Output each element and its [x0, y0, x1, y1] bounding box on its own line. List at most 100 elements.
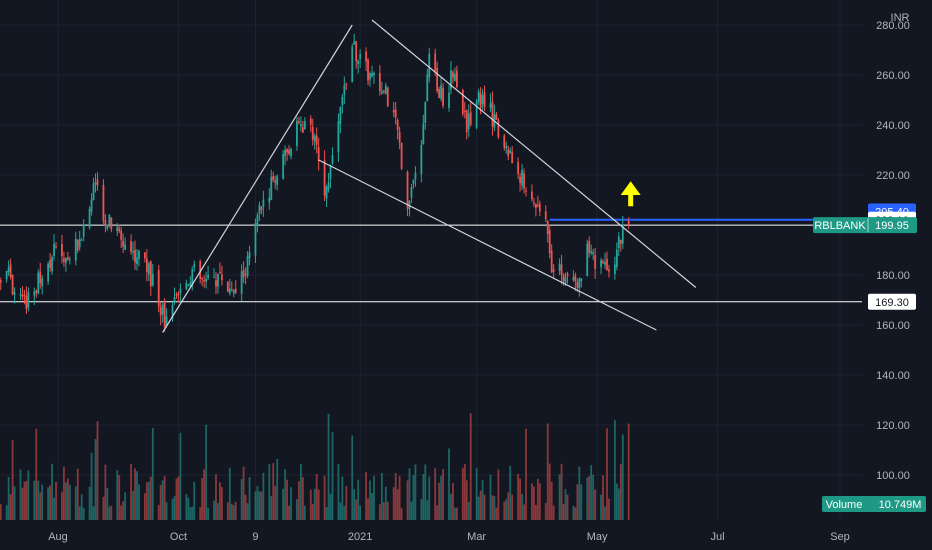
volume-bar	[61, 491, 63, 520]
candle-body	[179, 288, 182, 294]
candle-body	[406, 171, 409, 209]
y-axis-tick-label: 160.00	[876, 320, 910, 332]
candle-body	[531, 191, 533, 200]
volume-bar	[173, 496, 176, 520]
candle-body	[574, 275, 577, 282]
volume-badge-bg	[822, 496, 926, 512]
x-axis-tick-label: Mar	[467, 531, 486, 543]
candle-body	[90, 199, 93, 212]
volume-bar	[37, 480, 40, 520]
volume-bar	[511, 494, 514, 520]
volume-bar	[608, 498, 610, 520]
volume-bar	[357, 479, 360, 520]
volume-bar	[483, 494, 486, 520]
x-axis-tick-label: 2021	[348, 531, 372, 543]
currency-label[interactable]: INR	[891, 12, 910, 24]
price-tag-bg	[868, 293, 916, 310]
candle-body	[412, 179, 415, 185]
candle-body	[171, 305, 174, 319]
candle-body	[254, 223, 257, 256]
candle-body	[351, 46, 354, 83]
candle-body	[489, 103, 492, 109]
volume-bar	[96, 421, 99, 520]
candle-body	[479, 93, 482, 108]
candle-body	[27, 291, 30, 308]
volume-bar	[256, 486, 259, 520]
candle-body	[299, 124, 302, 127]
candle-body	[442, 88, 444, 106]
candle-body	[21, 294, 24, 297]
volume-bar	[392, 487, 395, 520]
candle-body	[19, 293, 22, 296]
candle-body	[436, 67, 439, 92]
volume-bar	[177, 476, 180, 520]
volume-bar	[406, 480, 409, 520]
candle-body	[621, 224, 624, 244]
candle-body	[221, 274, 223, 281]
volume-bar	[382, 502, 385, 520]
candle-body	[94, 182, 97, 185]
volume-bar	[51, 463, 53, 520]
candle-body	[47, 263, 50, 282]
volume-bar	[228, 467, 231, 520]
candle-body	[367, 59, 369, 81]
volume-bar	[436, 505, 439, 520]
candle-body	[602, 261, 604, 264]
volume-bar	[132, 490, 134, 520]
x-axis-tick-label: 9	[252, 531, 258, 543]
volume-bar	[120, 505, 123, 520]
candle-body	[242, 270, 245, 278]
candle-body	[88, 208, 91, 228]
volume-bar	[615, 483, 618, 520]
volume-bar	[217, 503, 219, 520]
volume-bar	[122, 501, 125, 520]
candle-body	[284, 149, 286, 157]
volume-bar	[493, 496, 496, 520]
volume-bar	[343, 506, 346, 520]
candle-body	[384, 85, 387, 94]
candle-body	[120, 230, 123, 240]
candle-body	[0, 280, 2, 283]
volume-bar	[27, 470, 30, 520]
volume-bar	[481, 479, 484, 520]
candle-body	[262, 199, 265, 208]
volume-bar	[566, 494, 569, 520]
horizontal-levels	[0, 218, 862, 303]
volume-bar	[219, 482, 221, 520]
candle-body	[240, 271, 243, 294]
candle-body	[76, 240, 79, 250]
volume-bar	[193, 481, 196, 520]
volume-bar	[276, 458, 279, 520]
volume-bar	[258, 491, 261, 520]
volume-bar	[469, 413, 472, 520]
volume-bar	[260, 491, 263, 520]
volume-bar	[378, 504, 381, 520]
trendline	[371, 19, 697, 288]
candle-body	[627, 220, 630, 226]
candle-body	[118, 228, 121, 232]
volume-bar	[138, 484, 140, 520]
candle-body	[282, 153, 285, 179]
volume-bar	[9, 494, 12, 520]
volume-bar	[604, 506, 606, 520]
candle-body	[268, 197, 271, 203]
candle-body	[353, 41, 356, 45]
volume-bar	[124, 492, 127, 520]
volume-bar	[130, 463, 132, 520]
volume-bar	[232, 505, 235, 520]
volume-bar	[189, 507, 192, 520]
candle-body	[592, 252, 595, 255]
candle-body	[327, 182, 330, 190]
price-tags: 205.40202.10RBLBANK199.95169.30Volume10.…	[813, 203, 926, 512]
volume-bar	[422, 474, 425, 520]
volume-bar	[550, 481, 553, 520]
volume-bar	[246, 503, 249, 520]
candle-body	[483, 92, 486, 108]
volume-bar	[143, 493, 146, 520]
volume-bar	[244, 494, 247, 520]
volume-bar	[627, 423, 630, 520]
candle-body	[339, 106, 342, 124]
volume-bar	[479, 490, 482, 520]
candle-body	[201, 278, 204, 280]
